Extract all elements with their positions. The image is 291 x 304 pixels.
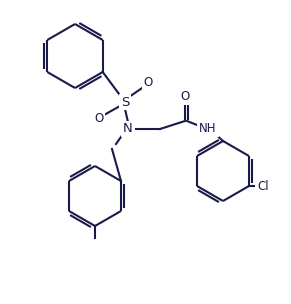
Text: Cl: Cl <box>257 179 269 192</box>
Text: O: O <box>143 75 152 88</box>
Text: S: S <box>121 95 129 109</box>
Text: N: N <box>123 123 133 136</box>
Text: NH: NH <box>199 123 217 136</box>
Text: O: O <box>180 91 190 103</box>
Text: O: O <box>94 112 104 126</box>
